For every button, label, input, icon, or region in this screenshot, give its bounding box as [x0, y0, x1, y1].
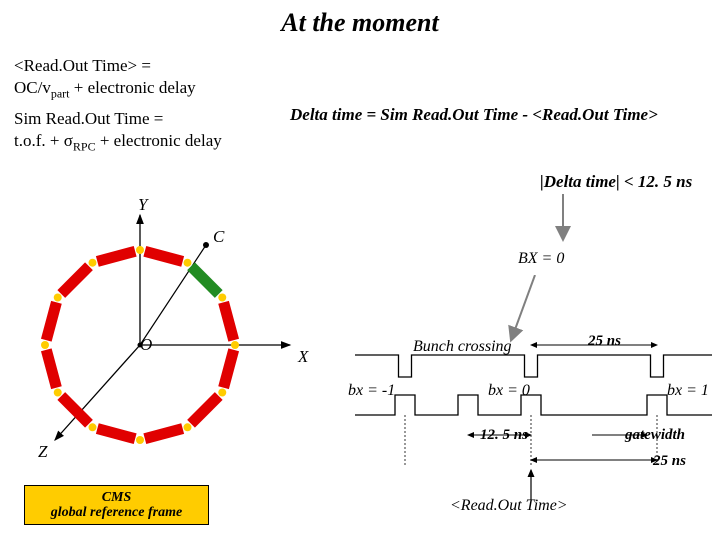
t25-bot: 25 ns: [653, 453, 686, 470]
cms-frame-box: CMS global reference frame: [24, 485, 209, 525]
readout-time-label: <Read.Out Time>: [450, 497, 568, 515]
bx-1: bx = 1: [667, 382, 709, 400]
bunch-crossing-label: Bunch crossing: [413, 338, 512, 356]
bx-m1: bx = -1: [348, 382, 395, 400]
timing-diagram: [0, 0, 720, 540]
gatewidth-label: gatewidth: [625, 427, 685, 444]
bx-0: bx = 0: [488, 382, 530, 400]
t25-top: 25 ns: [588, 333, 621, 350]
t125: 12. 5 ns: [480, 427, 528, 444]
